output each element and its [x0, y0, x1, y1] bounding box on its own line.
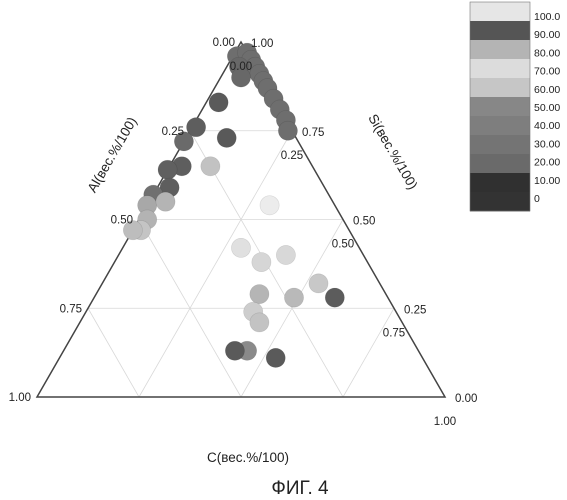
data-point — [231, 238, 250, 257]
c-tick-label: 0.50 — [332, 239, 354, 251]
figure-caption: ФИГ. 4 — [271, 478, 329, 499]
al-tick-label: 1.00 — [9, 392, 31, 404]
colorbar-label: 40.00 — [534, 120, 560, 132]
data-point — [250, 285, 269, 304]
colorbar-swatch — [470, 154, 530, 173]
al-tick-label: 0.00 — [213, 37, 235, 49]
c-tick-label: 1.00 — [434, 416, 456, 428]
data-point — [260, 196, 279, 215]
grid-line-c — [343, 308, 394, 397]
colorbar-label: 90.00 — [534, 29, 560, 41]
colorbar-label: 20.00 — [534, 157, 560, 169]
si-tick-label: 0.25 — [404, 304, 426, 316]
colorbar-swatch — [470, 135, 530, 154]
data-point — [158, 160, 177, 179]
c-tick-label: 0.75 — [383, 327, 405, 339]
si-axis-title: Si(вес.%/100) — [365, 111, 420, 192]
al-tick-label: 0.50 — [111, 215, 133, 227]
colorbar-swatch — [470, 78, 530, 97]
colorbar-label: 10.00 — [534, 175, 560, 187]
data-point — [201, 157, 220, 176]
data-points — [123, 43, 344, 367]
data-point — [276, 245, 295, 264]
colorbar-swatch — [470, 173, 530, 192]
data-point — [325, 288, 344, 307]
data-point — [225, 341, 244, 360]
colorbar-swatch — [470, 116, 530, 135]
colorbar-swatch — [470, 40, 530, 59]
al-axis-title: Al(вес.%/100) — [85, 114, 140, 195]
colorbar-swatch — [470, 2, 530, 21]
si-tick-label: 0.50 — [353, 216, 375, 228]
c-tick-label: 0.00 — [230, 61, 252, 73]
colorbar-swatch — [470, 59, 530, 78]
c-tick-label: 0.25 — [281, 150, 303, 162]
colorbar-label: 0 — [534, 193, 540, 205]
al-tick-label: 0.25 — [162, 126, 184, 138]
c-axis-title: C(вес.%/100) — [207, 450, 289, 465]
data-point — [266, 348, 285, 367]
si-tick-label: 0.75 — [302, 127, 324, 139]
si-tick-label: 1.00 — [251, 38, 273, 50]
colorbar-swatch — [470, 97, 530, 116]
data-point — [217, 128, 236, 147]
colorbar-label: 60.00 — [534, 84, 560, 96]
colorbar-label: 50.00 — [534, 102, 560, 114]
data-point — [250, 313, 269, 332]
data-point — [209, 93, 228, 112]
colorbar-label: 30.00 — [534, 138, 560, 150]
data-point — [156, 192, 175, 211]
colorbar-swatch — [470, 21, 530, 40]
colorbar-swatch — [470, 192, 530, 211]
tick-labels: 0.00 0.25 0.50 0.75 1.00 1.00 0.75 0.50 0.25 0.00… — [9, 37, 478, 428]
grid-line-al — [88, 308, 139, 397]
data-point — [278, 121, 297, 140]
data-point — [309, 274, 328, 293]
colorbar-label: 80.00 — [534, 47, 560, 59]
colorbar-label: 70.00 — [534, 66, 560, 78]
colorbar-label: 100.0 — [534, 11, 560, 23]
al-tick-label: 0.75 — [60, 303, 82, 315]
data-point — [252, 253, 271, 272]
data-point — [284, 288, 303, 307]
colorbar: 100.0 90.00 80.00 70.00 60.00 50.00 40.00 30.00… — [470, 2, 560, 211]
si-tick-label: 0.00 — [455, 393, 477, 405]
